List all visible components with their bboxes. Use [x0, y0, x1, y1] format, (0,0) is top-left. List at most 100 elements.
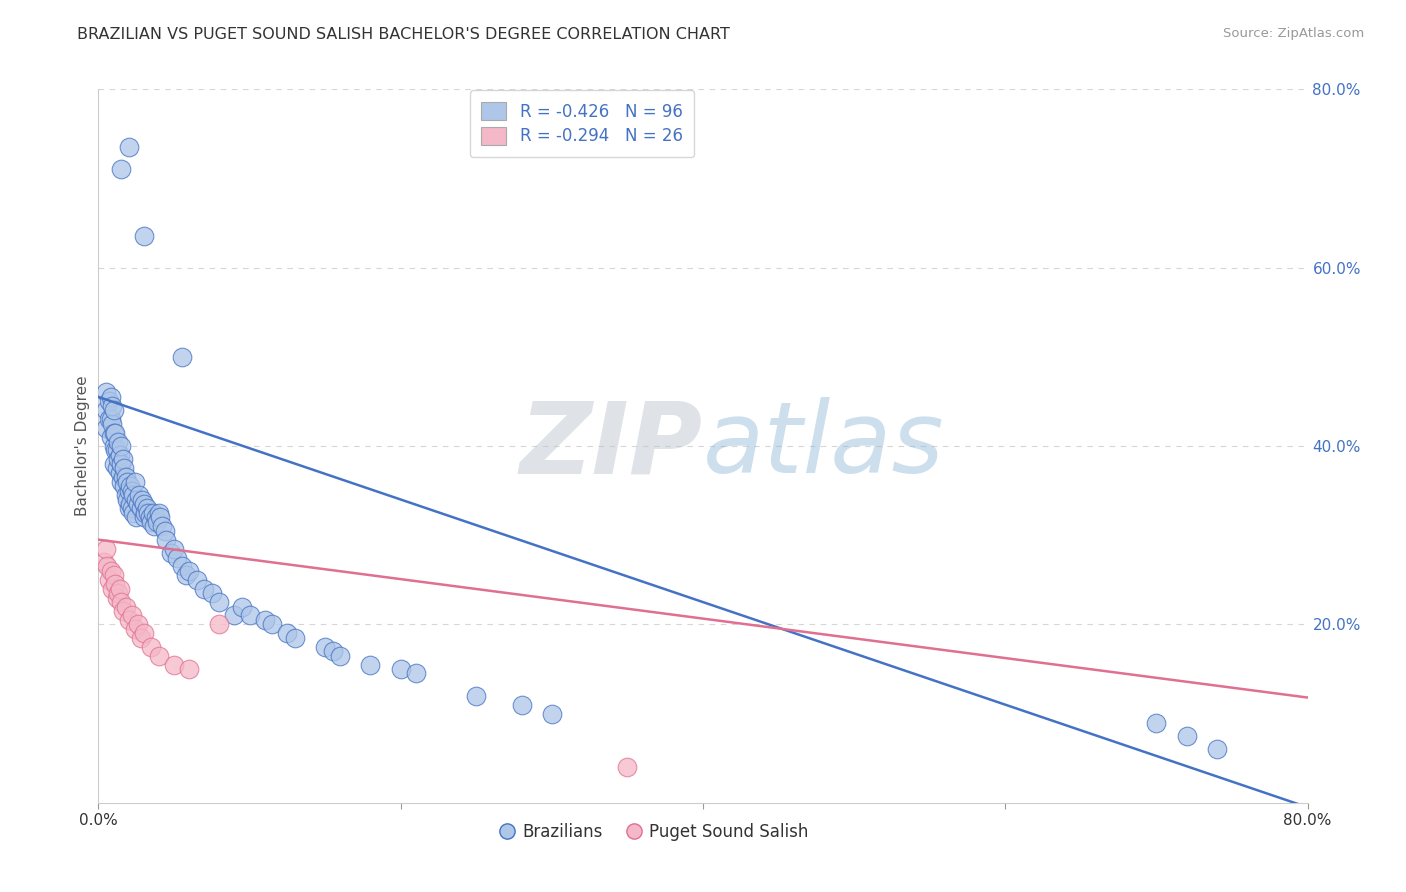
Point: [143, 519, 166, 533]
Point: [174, 568, 197, 582]
Point: [132, 497, 155, 511]
Point: [121, 483, 143, 498]
Point: [163, 657, 186, 672]
Point: [153, 524, 176, 538]
Point: [114, 470, 136, 484]
Point: [540, 706, 562, 721]
Point: [115, 475, 138, 489]
Point: [136, 506, 159, 520]
Point: [122, 488, 145, 502]
Point: [132, 510, 155, 524]
Point: [118, 501, 141, 516]
Point: [179, 564, 201, 578]
Point: [163, 541, 186, 556]
Point: [170, 350, 193, 364]
Point: [129, 501, 152, 516]
Point: [104, 425, 127, 440]
Point: [149, 510, 172, 524]
Point: [112, 479, 135, 493]
Point: [193, 582, 215, 596]
Point: [103, 425, 125, 440]
Point: [118, 483, 141, 498]
Point: [103, 403, 125, 417]
Point: [94, 403, 117, 417]
Point: [125, 510, 148, 524]
Point: [125, 492, 148, 507]
Point: [103, 568, 125, 582]
Point: [179, 662, 201, 676]
Point: [127, 497, 149, 511]
Point: [118, 613, 141, 627]
Point: [94, 385, 117, 400]
Point: [132, 626, 155, 640]
Point: [115, 492, 138, 507]
Point: [100, 430, 122, 444]
Point: [98, 573, 121, 587]
Point: [110, 595, 132, 609]
Point: [124, 475, 146, 489]
Point: [150, 519, 173, 533]
Point: [148, 648, 170, 663]
Point: [105, 443, 128, 458]
Point: [101, 399, 124, 413]
Point: [276, 626, 298, 640]
Point: [118, 140, 141, 154]
Point: [98, 412, 121, 426]
Point: [170, 559, 193, 574]
Point: [93, 555, 115, 569]
Point: [120, 479, 142, 493]
Point: [224, 608, 246, 623]
Point: [284, 631, 307, 645]
Point: [314, 640, 336, 654]
Point: [510, 698, 533, 712]
Point: [111, 604, 134, 618]
Y-axis label: Bachelor's Degree: Bachelor's Degree: [75, 376, 90, 516]
Point: [111, 470, 134, 484]
Point: [129, 631, 152, 645]
Point: [262, 617, 284, 632]
Legend: Brazilians, Puget Sound Salish: Brazilians, Puget Sound Salish: [494, 817, 815, 848]
Point: [94, 421, 117, 435]
Point: [322, 644, 344, 658]
Point: [107, 434, 129, 449]
Point: [360, 657, 382, 672]
Point: [112, 461, 135, 475]
Point: [208, 617, 231, 632]
Point: [122, 506, 145, 520]
Point: [145, 510, 167, 524]
Point: [1144, 715, 1167, 730]
Point: [101, 582, 124, 596]
Text: Source: ZipAtlas.com: Source: ZipAtlas.com: [1223, 27, 1364, 40]
Point: [160, 546, 183, 560]
Point: [103, 439, 125, 453]
Point: [1175, 729, 1198, 743]
Point: [146, 515, 169, 529]
Point: [132, 229, 155, 244]
Point: [201, 586, 224, 600]
Point: [108, 466, 131, 480]
Point: [100, 564, 122, 578]
Point: [120, 497, 142, 511]
Point: [101, 417, 124, 431]
Text: atlas: atlas: [703, 398, 945, 494]
Point: [100, 390, 122, 404]
Point: [465, 689, 488, 703]
Point: [186, 573, 208, 587]
Point: [108, 448, 131, 462]
Point: [114, 488, 136, 502]
Point: [389, 662, 412, 676]
Point: [139, 510, 162, 524]
Point: [329, 648, 352, 663]
Point: [616, 760, 638, 774]
Point: [105, 461, 128, 475]
Point: [405, 666, 427, 681]
Point: [239, 608, 262, 623]
Point: [155, 533, 177, 547]
Point: [114, 599, 136, 614]
Point: [166, 550, 188, 565]
Point: [121, 608, 143, 623]
Point: [134, 506, 156, 520]
Point: [103, 457, 125, 471]
Point: [110, 457, 132, 471]
Point: [100, 412, 122, 426]
